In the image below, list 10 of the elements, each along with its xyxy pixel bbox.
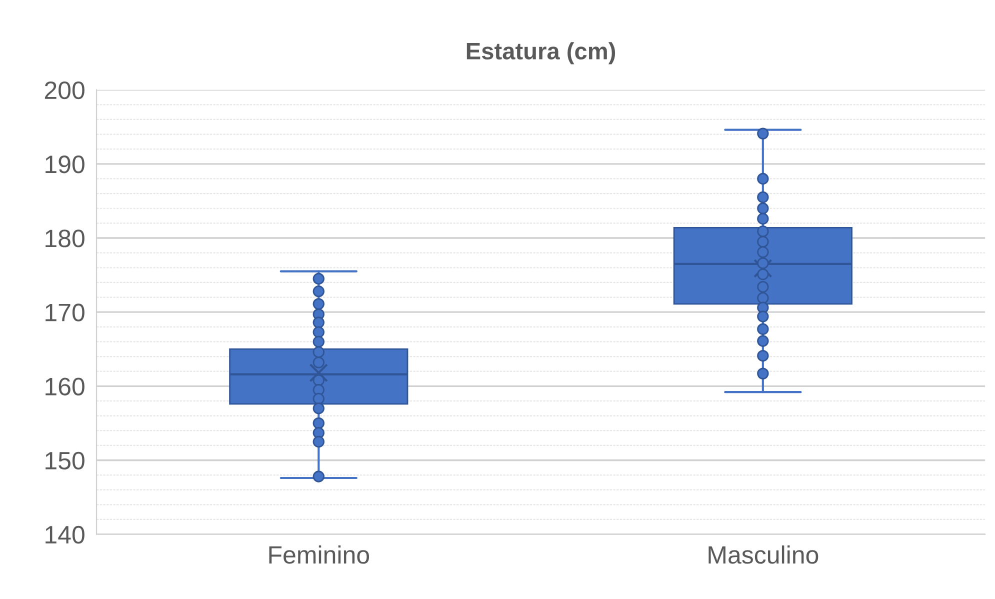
y-tick-label: 140 [46,526,84,544]
y-tick-label: 190 [46,156,84,174]
y-tick-label: 200 [44,81,84,100]
y-tick-label: 170 [46,304,84,322]
x-tick-label: Masculino [708,545,818,564]
y-tick-label: 180 [46,230,84,248]
y-tick-label: 150 [46,452,84,470]
x-tick-label: Feminino [269,545,370,564]
y-tick-label: 160 [46,378,84,396]
chart-title: Estatura (cm) [466,42,616,64]
